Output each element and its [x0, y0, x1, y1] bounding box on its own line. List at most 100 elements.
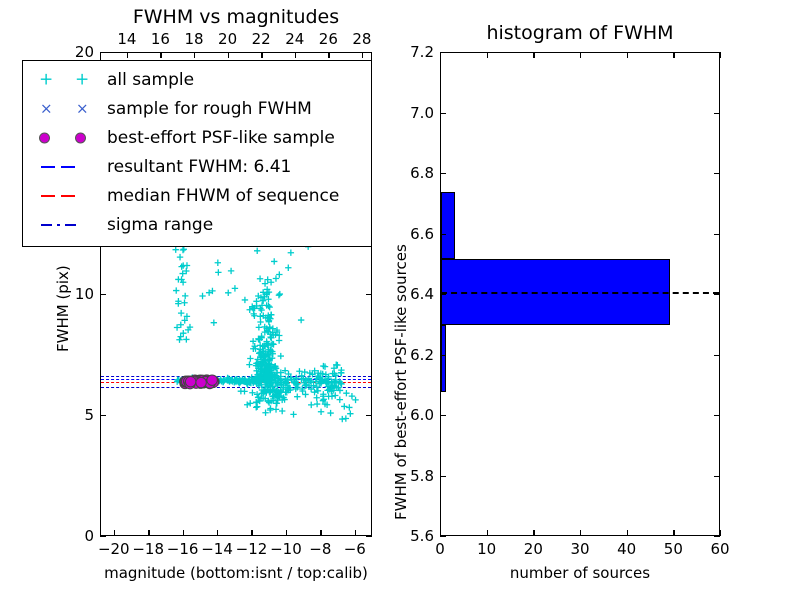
- x-ticklabel: −6: [343, 540, 366, 558]
- dashed-line-icon: [29, 154, 107, 180]
- histogram-xlabel: number of sources: [509, 564, 651, 582]
- top-x-ticklabel: 20: [218, 30, 238, 48]
- hist-y-tick-right: [714, 536, 720, 538]
- hist-x-ticklabel: 20: [523, 540, 543, 558]
- hist-x-tick-top: [580, 52, 582, 58]
- hist-y-tick-right: [714, 233, 720, 235]
- top-x-tick: [294, 52, 297, 58]
- hist-y-tick-right: [714, 354, 720, 356]
- hist-y-ticklabel: 7.0: [410, 103, 434, 122]
- hist-x-tick: [486, 530, 489, 536]
- legend-entry[interactable]: median FHWM of sequence: [23, 181, 371, 210]
- hist-y-tick: [440, 536, 446, 538]
- hist-x-ticklabel: 0: [435, 540, 445, 558]
- y-tick-right: [366, 294, 372, 296]
- hist-y-tick-right: [714, 112, 720, 114]
- y-tick: [100, 294, 106, 296]
- x-ticklabel: −14: [201, 540, 233, 558]
- y-tick: [100, 415, 106, 417]
- top-x-ticklabel: 18: [184, 30, 204, 48]
- legend-entry[interactable]: × × sample for rough FWHM: [23, 94, 371, 123]
- hist-x-tick: [626, 530, 629, 536]
- legend-label: sample for rough FWHM: [107, 98, 312, 119]
- cross-icon: × ×: [40, 99, 89, 117]
- hist-y-tick-right: [714, 475, 720, 477]
- hist-x-ticklabel: 10: [477, 540, 497, 558]
- hist-x-tick: [440, 530, 442, 536]
- hist-y-ticklabel: 6.8: [410, 164, 434, 182]
- top-x-ticklabel: 14: [117, 30, 137, 48]
- hist-y-tick-right: [714, 52, 720, 54]
- legend-entry[interactable]: best-effort PSF-like sample: [23, 123, 371, 152]
- top-x-tick: [160, 52, 162, 58]
- hist-x-tick: [533, 530, 535, 536]
- hist-y-tick: [440, 173, 446, 175]
- hist-y-tick: [440, 112, 446, 114]
- hist-x-tick: [720, 530, 722, 536]
- hist-x-tick: [673, 530, 675, 536]
- x-ticklabel: −8: [309, 540, 332, 558]
- hist-x-tick-top: [720, 52, 722, 58]
- legend-label: resultant FWHM: 6.41: [107, 156, 292, 177]
- hist-y-tick: [440, 475, 446, 477]
- hist-y-tick: [440, 233, 446, 235]
- hist-y-ticklabel: 6.6: [410, 224, 434, 243]
- y-tick: [100, 536, 106, 538]
- x-tick: [148, 530, 150, 536]
- y-tick: [100, 52, 106, 54]
- hist-y-tick-right: [714, 294, 720, 296]
- filled-circle-icon: [29, 125, 107, 151]
- legend-label: best-effort PSF-like sample: [107, 127, 335, 148]
- dashed-line-icon: [29, 183, 107, 209]
- figure-suptitle: FWHM vs magnitudes: [132, 6, 340, 28]
- top-x-tick: [261, 52, 263, 58]
- x-tick: [320, 530, 322, 536]
- histogram-bar: [441, 258, 670, 326]
- y-tick-right: [366, 52, 372, 54]
- hist-y-tick: [440, 52, 446, 54]
- x-ticklabel: −16: [166, 540, 199, 558]
- top-x-tick: [227, 52, 229, 58]
- scatter-data-layer: [101, 53, 371, 535]
- x-tick: [113, 530, 116, 536]
- plot-legend[interactable]: + + all sample × × sample for rough FWHM best-…: [22, 60, 372, 247]
- x-tick: [354, 530, 357, 536]
- y-ticklabel: 0: [84, 527, 94, 545]
- hist-y-ticklabel: 5.6: [410, 527, 434, 545]
- x-tick: [285, 530, 288, 536]
- x-tick: [251, 530, 253, 536]
- legend-entry[interactable]: resultant FWHM: 6.41: [23, 152, 371, 181]
- top-x-tick: [328, 52, 330, 58]
- hist-x-ticklabel: 40: [617, 540, 637, 558]
- y-tick-right: [366, 415, 372, 417]
- histogram-bar: [441, 192, 455, 259]
- hist-y-tick: [440, 294, 446, 296]
- top-x-tick: [194, 52, 196, 58]
- legend-label: sigma range: [107, 214, 214, 235]
- top-x-tick: [361, 52, 364, 58]
- hist-x-ticklabel: 30: [570, 540, 590, 558]
- hist-x-ticklabel: 60: [710, 540, 730, 558]
- reference-line: [101, 387, 371, 389]
- hist-y-ticklabel: 5.8: [410, 466, 434, 485]
- plus-icon: + +: [39, 69, 90, 89]
- legend-label: all sample: [107, 69, 195, 90]
- scatter-xlabel: magnitude (bottom:isnt / top:calib): [104, 564, 368, 582]
- legend-entry[interactable]: + + all sample: [23, 65, 371, 94]
- hist-x-tick-top: [673, 52, 675, 58]
- hist-y-tick-right: [714, 415, 720, 417]
- hist-x-tick-top: [533, 52, 535, 58]
- hist-x-ticklabel: 50: [663, 540, 683, 558]
- hist-x-tick-top: [626, 52, 629, 58]
- histogram-title: histogram of FWHM: [486, 22, 674, 44]
- histogram-ylabel: FWHM of best-effort PSF-like sources: [392, 244, 410, 520]
- x-ticklabel: −12: [235, 540, 268, 558]
- x-ticklabel: −18: [132, 540, 165, 558]
- dashdot-line-icon: [29, 212, 107, 238]
- hist-y-ticklabel: 6.2: [410, 345, 434, 364]
- top-x-ticklabel: 26: [318, 30, 338, 48]
- legend-entry[interactable]: sigma range: [23, 210, 371, 239]
- x-tick: [182, 530, 185, 536]
- hist-x-tick-top: [486, 52, 489, 58]
